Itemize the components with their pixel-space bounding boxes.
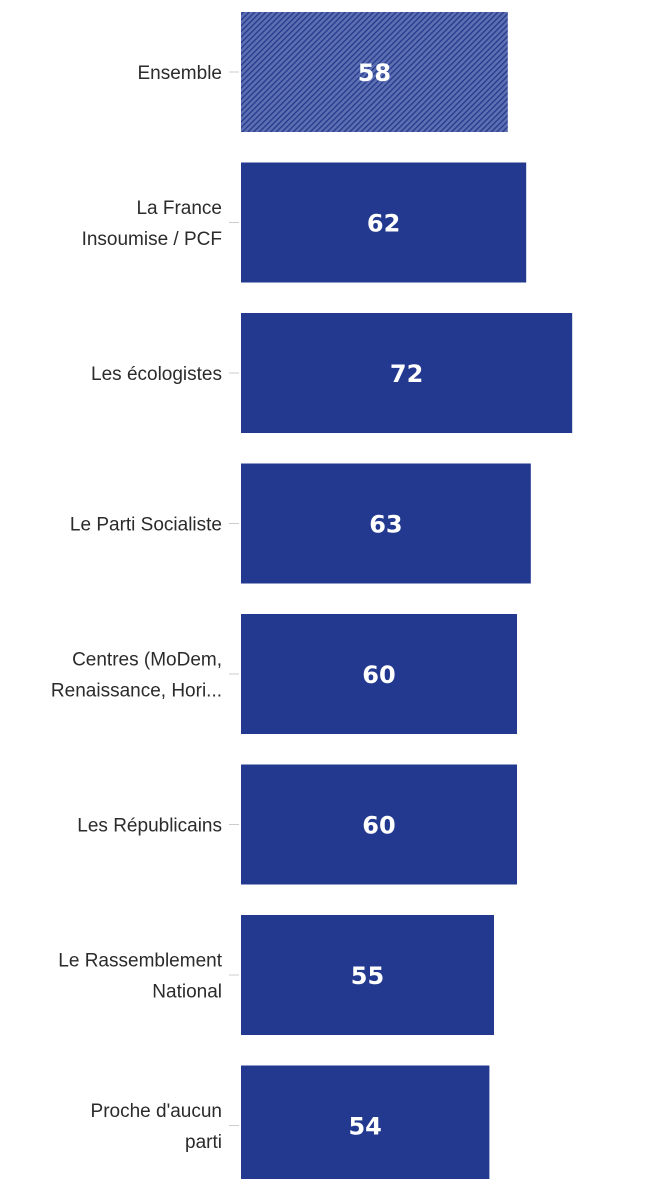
category-label: Le Parti Socialiste: [70, 515, 222, 536]
category-label: Les écologistes: [91, 364, 222, 385]
data-label: 72: [390, 360, 423, 388]
data-label: 60: [362, 661, 395, 689]
bar: [241, 313, 573, 433]
bar: [241, 12, 508, 132]
data-label: 54: [348, 1113, 381, 1141]
category-label: Ensemble: [138, 63, 223, 84]
bar: [241, 162, 527, 283]
category-label: National: [152, 982, 222, 1003]
bar-group: 58 Ensemble: [138, 12, 508, 132]
category-label: Les Républicains: [77, 816, 222, 837]
category-label: Le Rassemblement: [58, 951, 222, 972]
bar-group: 72 Les écologistes: [91, 313, 573, 433]
category-label: Centres (MoDem,: [72, 650, 222, 671]
category-label: Renaissance, Hori...: [51, 681, 222, 702]
data-label: 58: [358, 59, 391, 87]
bar: [241, 1065, 490, 1179]
bar: [241, 915, 494, 1035]
bar-group: 55 Le Rassemblement National: [58, 915, 494, 1035]
data-label: 55: [351, 962, 384, 990]
data-label: 63: [369, 511, 402, 539]
data-label: 62: [367, 210, 400, 238]
bar: [241, 463, 531, 584]
bar: [241, 614, 517, 734]
category-label: La France: [136, 198, 222, 219]
bar-group: 63 Le Parti Socialiste: [70, 463, 531, 584]
bar: [241, 764, 517, 885]
bar-group: 60 Centres (MoDem, Renaissance, Hori...: [51, 614, 517, 734]
bar-group: 60 Les Républicains: [77, 764, 517, 885]
bar-group: 62 La France Insoumise / PCF: [82, 162, 527, 283]
category-label: Proche d'aucun: [91, 1101, 222, 1122]
data-label: 60: [362, 812, 395, 840]
category-label: parti: [185, 1132, 222, 1153]
category-label: Insoumise / PCF: [82, 229, 222, 250]
bar-group: 54 Proche d'aucun parti: [91, 1065, 490, 1179]
